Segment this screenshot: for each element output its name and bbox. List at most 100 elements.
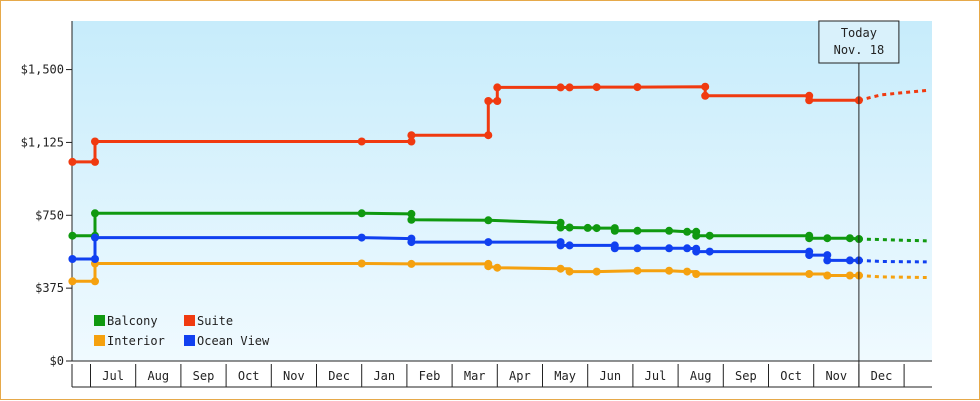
data-point-interior [484, 262, 493, 271]
data-point-suite [407, 131, 416, 140]
data-point-ocean-view [565, 241, 574, 250]
data-point-ocean-view [556, 241, 565, 250]
data-point-suite [633, 83, 642, 92]
y-tick-label: $375 [35, 281, 64, 295]
plot-background [72, 21, 932, 361]
data-point-ocean-view [805, 251, 814, 260]
data-point-ocean-view [610, 244, 619, 253]
data-point-suite [91, 157, 99, 166]
data-point-balcony [583, 223, 592, 232]
data-point-suite [592, 83, 601, 92]
x-month-label: Jul [102, 369, 124, 383]
data-point-balcony [357, 209, 366, 218]
legend-swatch-suite [184, 315, 195, 326]
data-point-suite [357, 137, 366, 146]
data-point-interior [692, 270, 701, 278]
data-point-suite [556, 83, 565, 92]
data-point-ocean-view [705, 247, 714, 256]
series-forecast-ocean-view [858, 258, 927, 264]
x-month-label: Oct [780, 369, 802, 383]
x-month-label: Nov [825, 369, 847, 383]
data-point-balcony [407, 209, 416, 218]
series-forecast-balcony [858, 237, 927, 243]
x-month-label: Mar [464, 369, 486, 383]
data-point-suite [805, 96, 814, 105]
legend-label-balcony: Balcony [107, 314, 158, 328]
data-point-interior [493, 263, 502, 272]
x-month-label: Aug [690, 369, 712, 383]
y-tick-label: $750 [35, 208, 64, 222]
legend-swatch-interior [94, 335, 105, 346]
today-marker: Today Nov. 18 [818, 20, 900, 387]
data-point-ocean-view [357, 233, 366, 242]
axes: $0 $375 $750 $1,125 $1,500 Jul Aug Sep Oct Nov Dec… [21, 21, 932, 388]
today-date-label: Nov. 18 [834, 43, 885, 57]
legend-swatch-balcony [94, 315, 105, 326]
data-point-balcony [705, 231, 714, 240]
data-point-interior [823, 271, 832, 280]
data-point-interior [845, 271, 854, 280]
data-point-balcony [91, 209, 99, 218]
data-point-balcony [665, 226, 674, 235]
data-point-interior [556, 264, 565, 273]
data-point-ocean-view [845, 256, 854, 265]
data-point-balcony [845, 234, 854, 243]
legend-label-interior: Interior [107, 334, 165, 348]
x-month-label: Apr [509, 369, 531, 383]
data-point-balcony [633, 226, 642, 235]
x-month-label: Oct [238, 369, 260, 383]
data-point-ocean-view [68, 255, 77, 263]
legend-swatch-ocean-view [184, 335, 195, 346]
today-callout-box [818, 20, 900, 64]
data-point-ocean-view [633, 244, 642, 253]
data-point-suite [701, 82, 710, 91]
data-point-ocean-view [692, 247, 701, 256]
x-month-label: Feb [419, 369, 441, 383]
series-layer [68, 82, 927, 286]
data-point-balcony [556, 223, 565, 232]
data-point-balcony [407, 215, 416, 224]
data-point-suite [701, 91, 710, 100]
data-point-balcony [610, 226, 619, 235]
data-point-suite [68, 157, 77, 166]
today-label: Today [841, 26, 877, 40]
data-point-suite [493, 97, 502, 105]
data-point-interior [565, 267, 574, 276]
data-point-interior [592, 267, 601, 276]
data-point-balcony [683, 227, 692, 236]
data-point-interior [633, 266, 642, 275]
data-point-balcony [823, 234, 832, 243]
legend-label-suite: Suite [197, 314, 233, 328]
x-month-label: Sep [193, 369, 215, 383]
data-point-ocean-view [91, 255, 99, 263]
data-point-suite [91, 137, 99, 146]
legend-label-ocean-view: Ocean View [197, 334, 270, 348]
data-point-suite [565, 83, 574, 92]
x-month-label: Nov [283, 369, 305, 383]
data-point-balcony [484, 216, 493, 225]
data-point-balcony [565, 223, 574, 232]
data-point-ocean-view [91, 233, 99, 242]
data-point-interior [407, 259, 416, 268]
data-point-suite [407, 137, 416, 146]
data-point-balcony [805, 234, 814, 243]
x-month-label: Dec [871, 369, 893, 383]
data-point-ocean-view [407, 238, 416, 247]
data-point-ocean-view [665, 244, 674, 253]
data-point-suite [484, 97, 493, 105]
data-point-interior [357, 259, 366, 268]
data-point-suite [493, 83, 502, 92]
data-point-balcony [692, 231, 701, 240]
data-point-ocean-view [484, 238, 493, 247]
x-month-label: Jan [373, 369, 395, 383]
data-point-interior [805, 270, 814, 278]
data-point-interior [665, 266, 674, 275]
data-point-interior [91, 277, 99, 286]
data-point-ocean-view [823, 256, 832, 265]
data-point-balcony [68, 231, 77, 240]
y-tick-label: $0 [50, 354, 64, 368]
x-month-label: May [554, 369, 576, 383]
y-tick-label: $1,500 [21, 63, 64, 77]
